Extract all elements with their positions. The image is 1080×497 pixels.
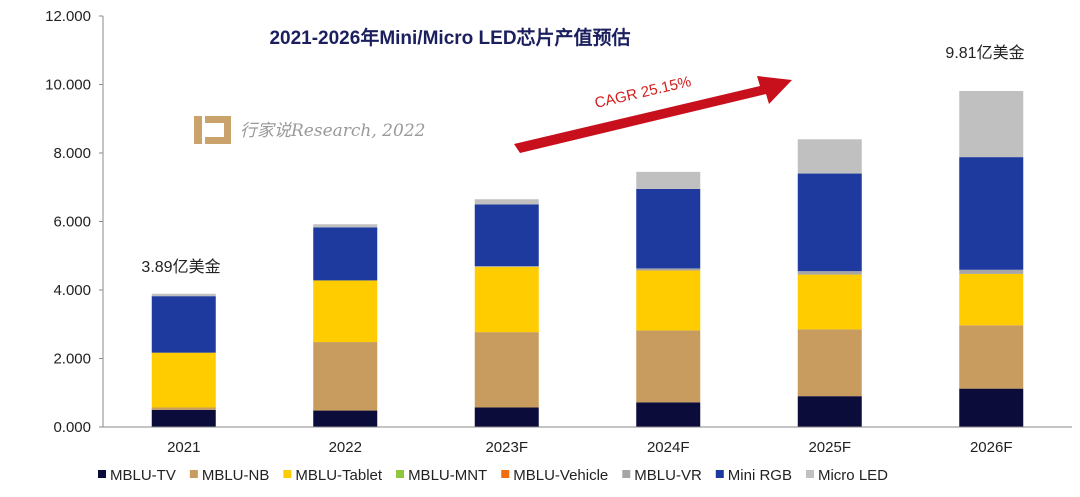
legend-label: MBLU-MNT — [408, 467, 487, 484]
bar-mblu-tv-2023f — [474, 407, 539, 427]
legend-label: MBLU-NB — [202, 467, 270, 484]
x-tick-label: 2026F — [970, 439, 1013, 456]
legend-swatch — [622, 470, 631, 478]
bar-micro-led-2025f — [797, 139, 862, 174]
legend-swatch — [501, 470, 510, 478]
bar-mblu-tv-2024f — [636, 402, 701, 427]
watermark: 行家说Research, 2022 — [194, 116, 425, 144]
bar-mini-rgb-2022 — [313, 227, 378, 281]
bar-mblu-nb-2023f — [474, 332, 539, 408]
x-tick-label: 2024F — [647, 439, 690, 456]
y-tick-label: 10.000 — [45, 77, 91, 94]
bar-mblu-tv-2022 — [313, 410, 378, 427]
bar-mblu-tablet-2025f — [797, 274, 862, 330]
y-tick-label: 2.000 — [53, 351, 91, 368]
legend-label: MBLU-TV — [110, 467, 176, 484]
bar-mblu-nb-2022 — [313, 342, 378, 411]
bar-mblu-tablet-2023f — [474, 267, 539, 333]
y-tick-label: 4.000 — [53, 282, 91, 299]
y-axis: 0.000 2.000 4.000 6.000 8.000 10.000 12.000 — [45, 8, 104, 436]
bar-mblu-nb-2025f — [797, 329, 862, 397]
legend: MBLU-TV MBLU-NB MBLU-Tablet MBLU-MNT MBLU-Ve… — [98, 467, 888, 484]
bars — [151, 91, 1024, 427]
bar-mblu-vr-2024f — [636, 268, 701, 271]
bar-micro-led-2024f — [636, 171, 701, 189]
bar-mblu-vr-2025f — [797, 271, 862, 275]
bar-mini-rgb-2023f — [474, 204, 539, 267]
legend-swatch — [715, 470, 724, 478]
bar-micro-led-2023f — [474, 199, 539, 205]
end-total-label: 9.81亿美金 — [945, 44, 1024, 62]
bar-mini-rgb-2021 — [151, 296, 216, 353]
legend-label: MBLU-VR — [634, 467, 702, 484]
legend-swatch — [805, 470, 814, 478]
y-tick-label: 6.000 — [53, 214, 91, 231]
bar-mblu-nb-2024f — [636, 330, 701, 403]
y-tick-label: 8.000 — [53, 145, 91, 162]
legend-label: Micro LED — [818, 467, 888, 484]
bar-mblu-tv-2026f — [959, 388, 1024, 427]
bar-mblu-vr-2026f — [959, 269, 1024, 274]
bar-mblu-vr-2023f — [474, 266, 539, 268]
x-axis: 2021 2022 2023F 2024F 2025F 2026F — [103, 426, 1072, 456]
legend-label: MBLU-Vehicle — [513, 467, 608, 484]
legend-label: MBLU-Tablet — [295, 467, 383, 484]
chart-title: 2021-2026年Mini/Micro LED芯片产值预估 — [269, 26, 630, 49]
cagr-arrow: CAGR 25.15% — [514, 73, 792, 153]
bar-mblu-tablet-2024f — [636, 270, 701, 331]
bar-mblu-nb-2021 — [151, 407, 216, 410]
x-tick-label: 2021 — [167, 439, 200, 456]
watermark-text: 行家说Research, 2022 — [240, 121, 425, 141]
bar-mblu-tv-2021 — [151, 409, 216, 427]
bar-mblu-tablet-2026f — [959, 273, 1024, 326]
bar-mblu-tablet-2021 — [151, 352, 216, 408]
x-tick-label: 2022 — [329, 439, 362, 456]
bar-mblu-tablet-2022 — [313, 280, 378, 343]
y-tick-label: 12.000 — [45, 8, 91, 25]
bar-micro-led-2022 — [313, 224, 378, 228]
bar-micro-led-2021 — [151, 293, 216, 297]
start-total-label: 3.89亿美金 — [141, 258, 220, 276]
legend-swatch — [98, 470, 106, 478]
bar-mblu-tv-2025f — [797, 396, 862, 427]
cagr-arrow-shape — [514, 76, 792, 153]
legend-swatch — [189, 470, 198, 478]
bar-mini-rgb-2024f — [636, 188, 701, 269]
bar-mblu-nb-2026f — [959, 325, 1024, 389]
bar-mini-rgb-2025f — [797, 173, 862, 272]
x-tick-label: 2023F — [485, 439, 528, 456]
x-tick-label: 2025F — [808, 439, 851, 456]
bar-micro-led-2026f — [959, 91, 1024, 158]
y-tick-label: 0.000 — [53, 419, 91, 436]
watermark-logo-icon — [194, 116, 231, 144]
legend-label: Mini RGB — [728, 467, 792, 484]
bar-mini-rgb-2026f — [959, 157, 1024, 270]
legend-swatch — [396, 470, 405, 478]
legend-swatch — [283, 470, 292, 478]
